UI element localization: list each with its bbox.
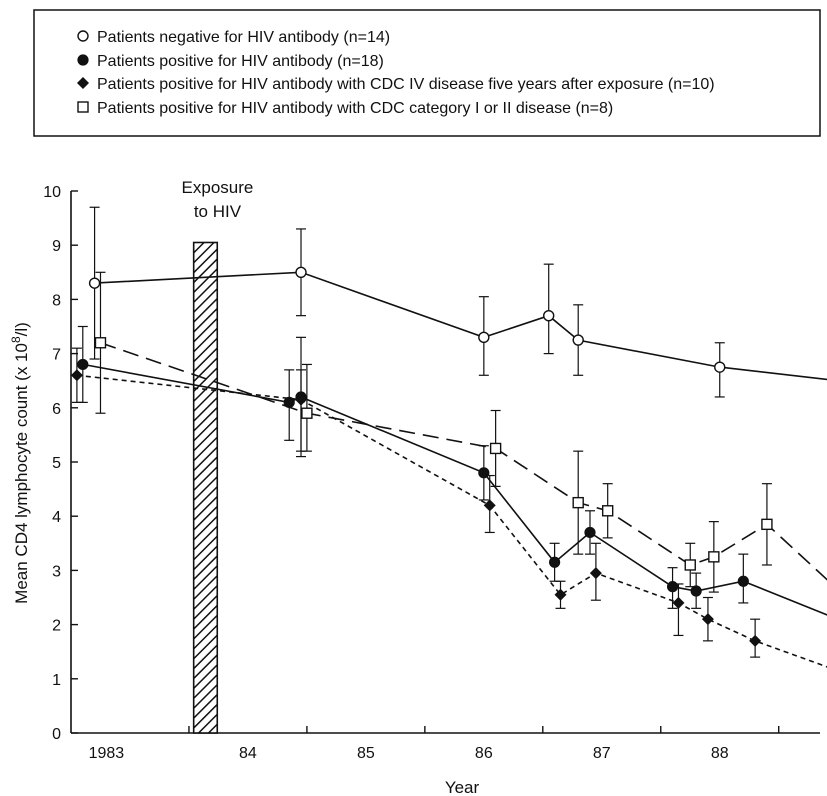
data-point <box>483 499 496 512</box>
legend-item-0: Patients negative for HIV antibody (n=14… <box>77 29 390 46</box>
data-point <box>690 585 702 597</box>
x-tick-label: 1983 <box>89 745 125 762</box>
x-axis-title: Year <box>445 778 480 796</box>
error-bar <box>673 583 684 637</box>
data-point <box>737 575 749 587</box>
data-point <box>301 407 313 419</box>
legend-marker-square-open <box>77 101 89 113</box>
error-bar <box>543 263 554 355</box>
series-2 <box>70 347 827 668</box>
data-point <box>478 331 490 344</box>
legend-frame <box>33 9 821 137</box>
x-tick-label: 85 <box>357 745 375 762</box>
y-tick-label: 0 <box>52 726 61 743</box>
x-tick-label: 84 <box>239 745 257 762</box>
data-point <box>554 588 567 601</box>
y-tick-label: 1 <box>52 672 61 689</box>
data-point <box>589 567 602 580</box>
data-point <box>708 551 720 563</box>
data-point <box>489 442 502 455</box>
y-axis-title-main: Mean CD4 lymphocyte count (x 10 <box>12 343 31 604</box>
exposure-label-line: to HIV <box>194 202 242 221</box>
series-line <box>76 374 827 668</box>
y-axis-title-sup: 8 <box>9 336 23 343</box>
data-point <box>295 266 307 278</box>
y-tick-label: 6 <box>52 401 61 418</box>
data-point <box>584 526 596 539</box>
y-tick-label: 8 <box>52 292 61 309</box>
exposure-bar <box>192 241 219 734</box>
y-axis-title: Mean CD4 lymphocyte count (x 108/l) <box>9 322 31 604</box>
data-point <box>88 277 101 289</box>
legend-label-1: Patients positive for HIV antibody (n=18… <box>97 53 384 70</box>
x-tick-label: 87 <box>593 745 611 762</box>
data-point <box>714 361 726 373</box>
x-tick-label: 88 <box>711 745 729 762</box>
y-tick-label: 2 <box>52 618 61 635</box>
legend-label-3: Patients positive for HIV antibody with … <box>97 100 613 117</box>
legend-label-2: Patients positive for HIV antibody with … <box>97 76 715 93</box>
data-point <box>684 559 696 571</box>
legend-marker-circle-filled <box>77 54 89 66</box>
data-point <box>94 337 107 349</box>
series-1 <box>77 325 827 616</box>
data-point <box>572 334 584 346</box>
y-tick-label: 7 <box>52 347 61 364</box>
data-point <box>478 467 490 479</box>
exposure-label-line: Exposure <box>182 178 254 197</box>
y-tick-label: 3 <box>52 563 61 580</box>
y-axis-title-tail: /l) <box>12 322 31 336</box>
y-tick-label: 9 <box>52 238 61 255</box>
data-point <box>77 358 89 371</box>
legend-marker-circle-open <box>77 30 89 42</box>
exposure-annotation: Exposure to HIV <box>182 178 254 734</box>
legend-item-2: Patients positive for HIV antibody with … <box>77 76 715 93</box>
data-point <box>672 596 685 609</box>
data-point <box>701 613 714 626</box>
series-3 <box>94 271 827 593</box>
legend: Patients negative for HIV antibody (n=14… <box>33 9 821 137</box>
y-tick-label: 10 <box>43 184 61 201</box>
data-point <box>70 369 83 382</box>
legend-item-1: Patients positive for HIV antibody (n=18… <box>77 53 384 70</box>
data-point <box>666 581 679 593</box>
data-point <box>543 309 555 322</box>
series-0 <box>88 206 827 398</box>
data-point <box>295 393 308 406</box>
data-point <box>572 496 584 509</box>
series-layer <box>70 206 827 668</box>
legend-marker-diamond-filled <box>77 77 89 89</box>
axes: 0123456789101983848586878889 <box>43 184 820 762</box>
legend-label-0: Patients negative for HIV antibody (n=14… <box>97 29 390 46</box>
x-tick-label: 86 <box>475 745 493 762</box>
y-tick-label: 5 <box>52 455 61 472</box>
data-point <box>761 518 773 531</box>
data-point <box>549 556 561 568</box>
data-point <box>749 634 762 647</box>
y-tick-label: 4 <box>52 509 61 526</box>
legend-item-3: Patients positive for HIV antibody with … <box>77 100 613 117</box>
data-point <box>601 505 614 517</box>
